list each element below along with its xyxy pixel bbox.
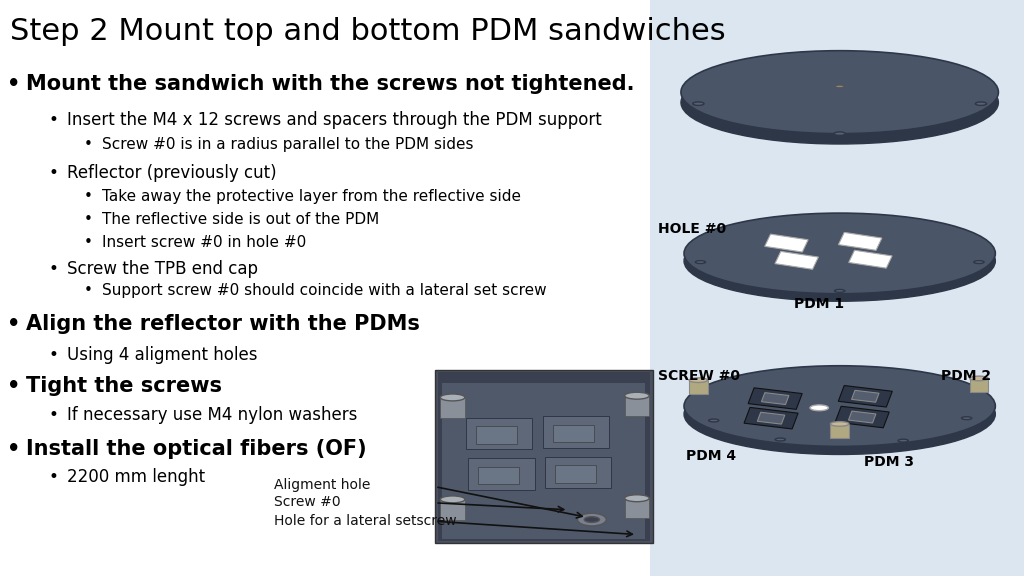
Bar: [440, 397, 465, 418]
Bar: [440, 499, 465, 520]
Text: •: •: [7, 439, 20, 459]
Text: PDM 3: PDM 3: [864, 455, 913, 469]
Ellipse shape: [810, 405, 828, 411]
Polygon shape: [689, 380, 708, 394]
Text: Using 4 aligment holes: Using 4 aligment holes: [67, 346, 257, 363]
Ellipse shape: [830, 422, 849, 426]
Ellipse shape: [975, 102, 986, 105]
Text: HOLE #0: HOLE #0: [658, 222, 727, 236]
Ellipse shape: [684, 213, 995, 294]
Bar: [625, 498, 649, 518]
Text: •: •: [84, 283, 93, 298]
Text: Insert screw #0 in hole #0: Insert screw #0 in hole #0: [102, 235, 306, 250]
Text: •: •: [48, 260, 58, 278]
Ellipse shape: [695, 260, 706, 264]
Text: Align the reflector with the PDMs: Align the reflector with the PDMs: [26, 314, 420, 334]
Bar: [545, 457, 611, 488]
Text: Take away the protective layer from the reflective side: Take away the protective layer from the …: [102, 189, 521, 204]
Text: Reflector (previously cut): Reflector (previously cut): [67, 164, 276, 182]
Text: •: •: [84, 137, 93, 152]
Text: •: •: [84, 189, 93, 204]
Text: Step 2 Mount top and bottom PDM sandwiches: Step 2 Mount top and bottom PDM sandwich…: [10, 17, 726, 46]
Text: Tight the screws: Tight the screws: [26, 376, 221, 396]
Text: •: •: [7, 376, 20, 396]
Polygon shape: [749, 388, 802, 410]
Bar: [442, 383, 645, 539]
Text: Aligment hole: Aligment hole: [274, 478, 371, 492]
Text: •: •: [84, 212, 93, 227]
Ellipse shape: [962, 417, 972, 419]
Ellipse shape: [684, 221, 995, 301]
Ellipse shape: [584, 517, 599, 522]
Ellipse shape: [898, 439, 908, 442]
Ellipse shape: [834, 132, 845, 135]
Polygon shape: [830, 424, 849, 438]
Text: •: •: [48, 111, 58, 128]
Polygon shape: [744, 407, 798, 429]
Bar: [476, 426, 517, 444]
Polygon shape: [849, 411, 876, 423]
Polygon shape: [762, 393, 788, 404]
Ellipse shape: [684, 366, 995, 446]
Text: The reflective side is out of the PDM: The reflective side is out of the PDM: [102, 212, 380, 227]
Ellipse shape: [684, 374, 995, 454]
Polygon shape: [839, 232, 882, 251]
Ellipse shape: [681, 51, 998, 134]
Bar: [435, 370, 653, 543]
Text: PDM 2: PDM 2: [941, 369, 991, 382]
Ellipse shape: [625, 495, 649, 502]
Bar: [625, 396, 649, 416]
Text: PDM 4: PDM 4: [686, 449, 735, 463]
Text: Mount the sandwich with the screws not tightened.: Mount the sandwich with the screws not t…: [26, 74, 634, 94]
Text: Install the optical fibers (OF): Install the optical fibers (OF): [26, 439, 367, 459]
Text: •: •: [7, 74, 20, 94]
Ellipse shape: [681, 61, 998, 144]
Bar: [650, 0, 1024, 576]
Polygon shape: [852, 391, 879, 402]
Ellipse shape: [689, 378, 708, 382]
Ellipse shape: [693, 102, 705, 105]
Text: Insert the M4 x 12 screws and spacers through the PDM support: Insert the M4 x 12 screws and spacers th…: [67, 111, 601, 128]
Ellipse shape: [440, 394, 465, 401]
Text: Hole for a lateral setscrew: Hole for a lateral setscrew: [274, 514, 457, 528]
Bar: [543, 416, 609, 448]
Bar: [468, 458, 535, 490]
Ellipse shape: [970, 376, 988, 381]
Text: •: •: [48, 468, 58, 486]
Text: •: •: [84, 235, 93, 250]
Text: •: •: [48, 346, 58, 363]
Text: •: •: [48, 164, 58, 182]
Text: PDM 1: PDM 1: [795, 297, 844, 311]
Text: If necessary use M4 nylon washers: If necessary use M4 nylon washers: [67, 406, 357, 424]
Ellipse shape: [578, 513, 606, 526]
Ellipse shape: [440, 496, 465, 503]
Text: Screw the TPB end cap: Screw the TPB end cap: [67, 260, 258, 278]
Polygon shape: [970, 378, 988, 392]
Text: •: •: [7, 314, 20, 334]
Text: Support screw #0 should coincide with a lateral set screw: Support screw #0 should coincide with a …: [102, 283, 547, 298]
Polygon shape: [765, 234, 808, 252]
Polygon shape: [836, 406, 889, 428]
Polygon shape: [839, 385, 892, 407]
Polygon shape: [849, 250, 892, 268]
Text: 2200 mm lenght: 2200 mm lenght: [67, 468, 205, 486]
Bar: [438, 372, 650, 541]
Text: •: •: [48, 406, 58, 424]
Ellipse shape: [836, 85, 844, 88]
Text: SCREW #0: SCREW #0: [658, 369, 740, 382]
Ellipse shape: [974, 260, 984, 264]
Polygon shape: [775, 251, 818, 270]
Ellipse shape: [775, 438, 785, 441]
Bar: [553, 425, 594, 442]
Bar: [466, 418, 532, 449]
Text: Screw #0 is in a radius parallel to the PDM sides: Screw #0 is in a radius parallel to the …: [102, 137, 474, 152]
Ellipse shape: [835, 289, 845, 293]
Bar: [478, 467, 519, 484]
Text: Screw #0: Screw #0: [274, 495, 341, 509]
Ellipse shape: [709, 419, 719, 422]
Bar: [555, 465, 596, 483]
Polygon shape: [758, 412, 784, 424]
Ellipse shape: [625, 392, 649, 399]
